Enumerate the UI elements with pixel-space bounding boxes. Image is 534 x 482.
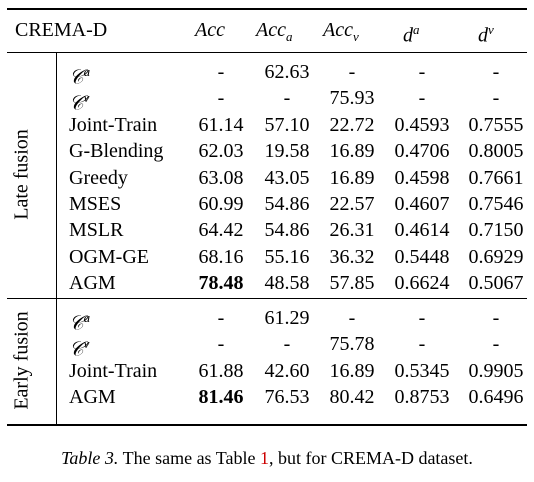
method-name: Greedy xyxy=(69,166,128,189)
table-cell: - xyxy=(217,307,225,329)
method-name: AGM xyxy=(69,386,116,409)
table-cell: 0.6496 xyxy=(468,386,524,409)
table-cell: - xyxy=(283,87,291,110)
table-cell: - xyxy=(348,307,356,329)
table-cell: 0.5067 xyxy=(468,272,524,295)
table-cell: 61.29 xyxy=(264,307,310,329)
table-cell: 57.85 xyxy=(329,272,375,295)
table-cell: - xyxy=(217,87,225,110)
table-cell: 16.89 xyxy=(329,166,375,189)
table-cell: 16.89 xyxy=(329,140,375,163)
method-name: Joint-Train xyxy=(69,113,158,136)
col-acc-v: Accv xyxy=(323,19,359,44)
col-acc: Acc xyxy=(195,19,225,41)
table-cell: - xyxy=(217,333,225,356)
table-cell: 0.4614 xyxy=(394,219,450,242)
table-cell: - xyxy=(217,61,225,83)
table-cell: 16.89 xyxy=(329,359,375,382)
caption-table-ref[interactable]: 1 xyxy=(259,448,269,468)
method-name: MSLR xyxy=(69,219,124,242)
table-cell: 62.03 xyxy=(198,140,244,163)
table-cell: 0.7661 xyxy=(468,166,524,189)
table-cell: 75.78 xyxy=(329,333,375,356)
col-acc-a: Acca xyxy=(256,19,293,44)
method-name: 𝒞a xyxy=(69,310,91,335)
table-cell: 80.42 xyxy=(329,386,375,409)
table-cell: 55.16 xyxy=(264,245,310,268)
method-name: AGM xyxy=(69,272,116,295)
table-cell: 42.60 xyxy=(264,359,310,382)
table-cell: 0.4607 xyxy=(394,193,450,215)
table-cell: - xyxy=(492,87,500,110)
table-cell: - xyxy=(418,87,426,110)
table-cell: 0.4598 xyxy=(394,166,450,189)
table-cell: 75.93 xyxy=(329,87,375,110)
group-rule xyxy=(7,298,527,299)
table-cell: 36.32 xyxy=(329,245,375,268)
method-name: MSES xyxy=(69,193,122,215)
table-cell: 54.86 xyxy=(264,193,310,215)
table-cell: 54.86 xyxy=(264,219,310,242)
table-caption: Table 3. The same as Table 1, but for CR… xyxy=(0,448,534,469)
table-cell: 0.5448 xyxy=(394,245,450,268)
table-cell: - xyxy=(492,61,500,83)
method-name: 𝒞v xyxy=(69,90,90,116)
early-fusion-label: Early fusion xyxy=(10,311,33,410)
table-cell: 68.16 xyxy=(198,245,244,268)
method-name: Joint-Train xyxy=(69,359,158,382)
table-cell: 0.4706 xyxy=(394,140,450,163)
table-cell: 48.58 xyxy=(264,272,310,295)
table-cell: 0.8005 xyxy=(468,140,524,163)
table-cell: 81.46 xyxy=(198,386,244,409)
table-cell: 60.99 xyxy=(198,193,244,215)
table-cell: - xyxy=(418,61,426,83)
top-rule xyxy=(7,8,527,10)
late-fusion-divider xyxy=(56,53,57,298)
bottom-rule xyxy=(7,424,527,426)
table-cell: 76.53 xyxy=(264,386,310,409)
table-cell: - xyxy=(492,307,500,329)
table-cell: - xyxy=(418,307,426,329)
caption-text-before: The same as Table xyxy=(118,448,260,468)
table-cell: 63.08 xyxy=(198,166,244,189)
table-cell: 64.42 xyxy=(198,219,244,242)
table-cell: 22.72 xyxy=(329,113,375,136)
method-name: OGM-GE xyxy=(69,245,149,268)
header-rule xyxy=(7,52,527,53)
table-cell: 78.48 xyxy=(198,272,244,295)
table-cell: - xyxy=(492,333,500,356)
table-cell: - xyxy=(348,61,356,83)
table-cell: 0.7555 xyxy=(468,113,524,136)
method-name: 𝒞v xyxy=(69,336,90,362)
table-cell: 0.7546 xyxy=(468,193,524,215)
caption-label: Table 3. xyxy=(61,448,119,468)
table-cell: 0.9905 xyxy=(468,359,524,382)
col-d-v: dv xyxy=(478,22,494,47)
table-cell: 0.6624 xyxy=(394,272,450,295)
table-cell: 0.7150 xyxy=(468,219,524,242)
table-cell: 0.6929 xyxy=(468,245,524,268)
table-cell: 0.5345 xyxy=(394,359,450,382)
table-cell: 22.57 xyxy=(329,193,375,215)
table-cell: 19.58 xyxy=(264,140,310,163)
table-cell: 61.14 xyxy=(198,113,244,136)
table-cell: - xyxy=(418,333,426,356)
late-fusion-label: Late fusion xyxy=(10,129,33,220)
table-cell: 26.31 xyxy=(329,219,375,242)
table-cell: 61.88 xyxy=(198,359,244,382)
caption-text-after: , but for CREMA-D dataset. xyxy=(268,448,473,468)
early-fusion-divider xyxy=(56,299,57,424)
table-cell: 62.63 xyxy=(264,61,310,83)
method-name: 𝒞a xyxy=(69,64,91,89)
dataset-header: CREMA-D xyxy=(15,19,108,41)
table-cell: 0.8753 xyxy=(394,386,450,409)
col-d-a: da xyxy=(403,22,420,47)
table-cell: - xyxy=(283,333,291,356)
table-cell: 57.10 xyxy=(264,113,310,136)
method-name: G-Blending xyxy=(69,140,164,163)
table-cell: 0.4593 xyxy=(394,113,450,136)
table-cell: 43.05 xyxy=(264,166,310,189)
